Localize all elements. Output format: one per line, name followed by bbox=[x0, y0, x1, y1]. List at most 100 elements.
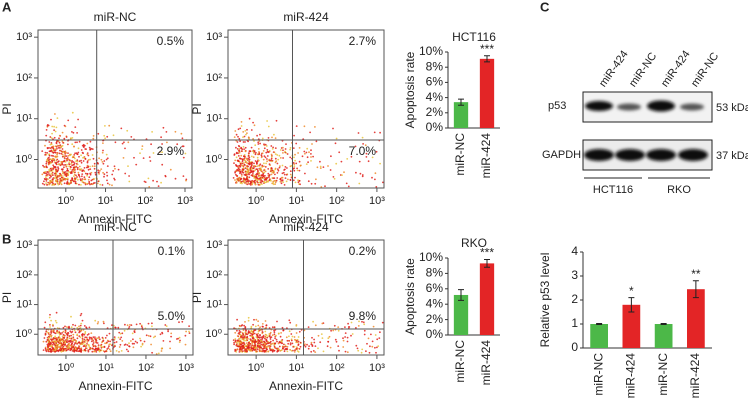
cell-dot bbox=[50, 158, 52, 161]
cell-dot bbox=[42, 164, 44, 167]
cell-dot bbox=[250, 168, 253, 171]
cell-dot bbox=[263, 165, 265, 168]
y-tick-label: 2% bbox=[426, 105, 444, 119]
cell-dot bbox=[365, 152, 368, 155]
cell-dot bbox=[89, 165, 91, 168]
cell-dot bbox=[272, 146, 274, 149]
cell-dot bbox=[53, 129, 55, 132]
cell-dot bbox=[54, 169, 57, 172]
cell-dot bbox=[64, 171, 67, 173]
cell-dot bbox=[244, 170, 247, 173]
cell-dot bbox=[57, 160, 60, 163]
cell-dot bbox=[306, 343, 308, 346]
cell-dot bbox=[77, 171, 80, 174]
cell-dot bbox=[240, 180, 243, 183]
cell-dot bbox=[269, 340, 272, 343]
cell-dot bbox=[322, 350, 325, 353]
cell-dot bbox=[115, 341, 118, 343]
cell-dot bbox=[330, 155, 332, 158]
cell-dot bbox=[252, 121, 255, 124]
cell-dot bbox=[271, 136, 273, 139]
cell-dot bbox=[239, 350, 242, 353]
cell-dot bbox=[48, 173, 50, 175]
cell-dot bbox=[297, 344, 300, 346]
cell-dot bbox=[84, 343, 86, 346]
cell-dot bbox=[89, 168, 92, 171]
cell-dot bbox=[288, 339, 290, 342]
cell-dot bbox=[259, 326, 261, 329]
cell-dot bbox=[85, 336, 88, 339]
cell-dot bbox=[50, 334, 53, 337]
cell-dot bbox=[88, 182, 91, 185]
x-tick-label: 10³ bbox=[369, 362, 385, 374]
cell-dot bbox=[139, 337, 141, 340]
cell-dot bbox=[242, 332, 244, 335]
cell-dot bbox=[242, 165, 245, 167]
cell-dot bbox=[85, 326, 88, 329]
cell-dot bbox=[239, 163, 242, 165]
cell-dot bbox=[178, 336, 181, 339]
cell-dot bbox=[242, 346, 245, 349]
cell-dot bbox=[147, 334, 150, 337]
cell-dot bbox=[49, 143, 52, 146]
x-tick-label: 10¹ bbox=[98, 362, 114, 374]
x-tick-label: 10⁰ bbox=[248, 362, 265, 374]
cell-dot bbox=[273, 329, 275, 332]
cell-dot bbox=[67, 348, 69, 351]
cell-dot bbox=[66, 177, 69, 180]
y-tick-label: 6% bbox=[426, 75, 444, 89]
cell-dot bbox=[121, 142, 124, 145]
cell-dot bbox=[275, 347, 277, 350]
cell-dot bbox=[271, 148, 274, 150]
cell-dot bbox=[49, 313, 51, 316]
cell-dot bbox=[262, 343, 265, 346]
cell-dot bbox=[289, 170, 292, 173]
cell-dot bbox=[106, 135, 109, 138]
cell-dot bbox=[247, 157, 250, 160]
cell-dot bbox=[232, 177, 235, 179]
cell-dot bbox=[244, 150, 247, 153]
cell-dot bbox=[240, 343, 243, 346]
cell-dot bbox=[45, 178, 48, 181]
cell-dot bbox=[83, 333, 86, 336]
cell-dot bbox=[59, 182, 62, 185]
y-axis-label: PI bbox=[0, 292, 14, 303]
cell-dot bbox=[66, 163, 68, 166]
cell-dot bbox=[149, 335, 152, 338]
cell-dot bbox=[90, 179, 93, 182]
cell-dot bbox=[86, 343, 88, 345]
cell-dot bbox=[78, 174, 80, 177]
cell-dot bbox=[92, 343, 94, 346]
cell-dot bbox=[272, 339, 274, 342]
cell-dot bbox=[66, 172, 68, 175]
cell-dot bbox=[78, 140, 81, 143]
cell-dot bbox=[55, 142, 58, 145]
cell-dot bbox=[268, 150, 271, 152]
cell-dot bbox=[47, 337, 50, 340]
cell-dot bbox=[233, 162, 235, 165]
cell-dot bbox=[103, 134, 106, 137]
cell-dot bbox=[274, 161, 277, 164]
cell-dot bbox=[86, 153, 89, 156]
cell-dot bbox=[86, 142, 89, 145]
cell-dot bbox=[74, 152, 76, 155]
y-tick-label: 10³ bbox=[16, 239, 32, 251]
cell-dot bbox=[233, 343, 236, 346]
cell-dot bbox=[285, 173, 288, 176]
cell-dot bbox=[369, 345, 371, 348]
cell-dot bbox=[255, 178, 258, 181]
cell-dot bbox=[326, 345, 329, 348]
cell-dot bbox=[114, 338, 116, 340]
cell-dot bbox=[347, 185, 350, 188]
cell-dot bbox=[56, 348, 58, 350]
cell-dot bbox=[247, 348, 250, 351]
cell-dot bbox=[236, 165, 239, 168]
cell-dot bbox=[111, 173, 114, 176]
cell-dot bbox=[312, 155, 314, 158]
cell-dot bbox=[327, 337, 330, 340]
cell-dot bbox=[243, 339, 246, 342]
cell-dot bbox=[238, 164, 241, 167]
cell-dot bbox=[101, 161, 104, 163]
cell-dot bbox=[248, 150, 251, 153]
cell-dot bbox=[43, 178, 46, 180]
